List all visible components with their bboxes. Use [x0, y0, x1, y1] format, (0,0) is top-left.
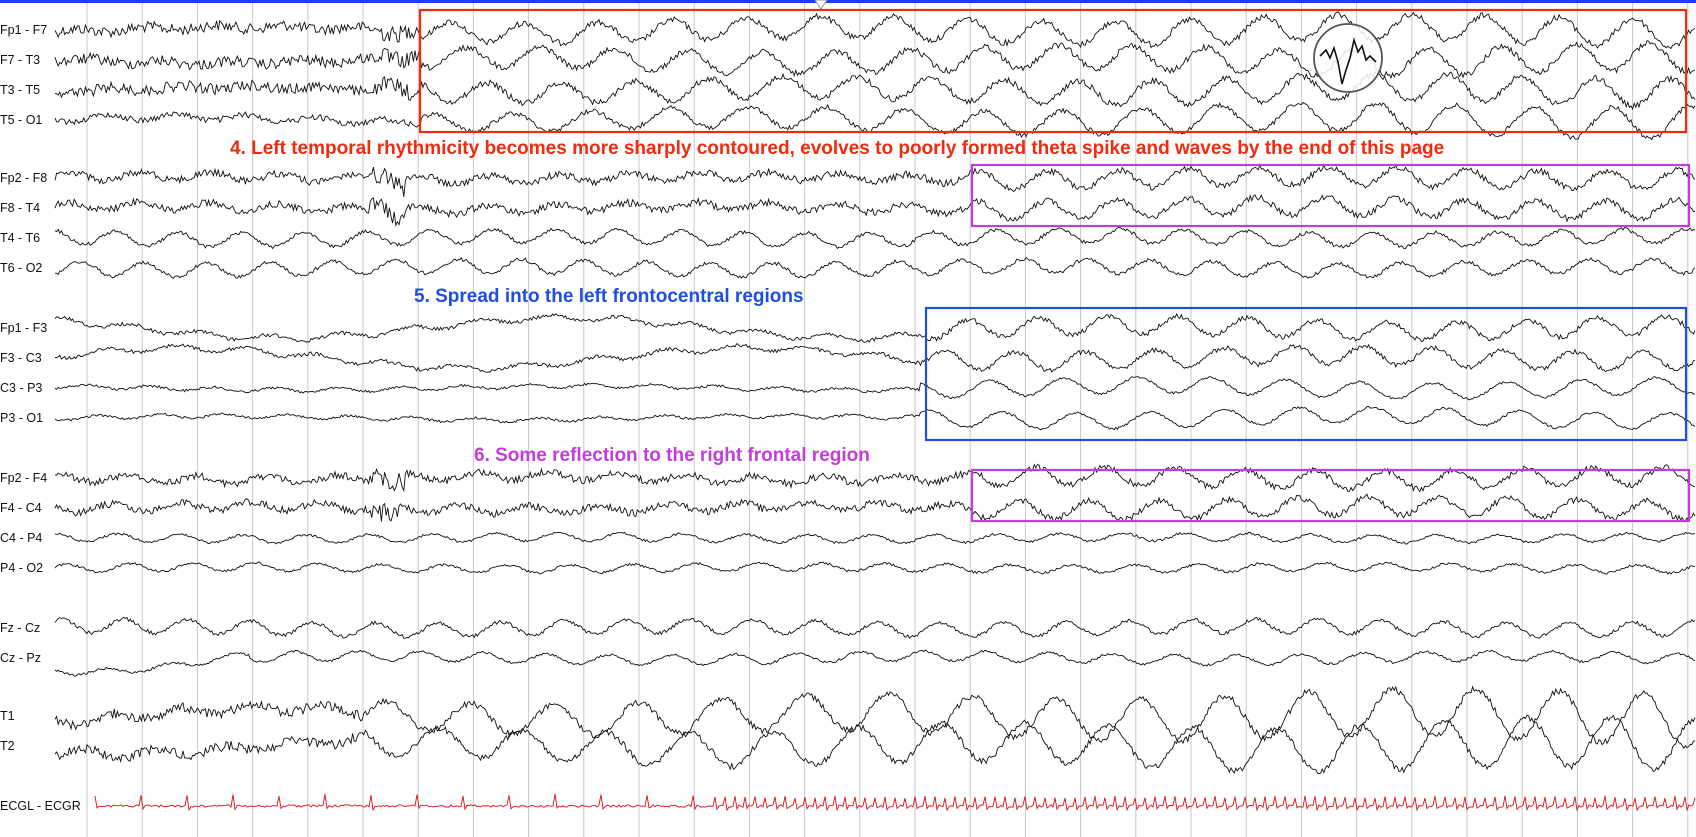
- eeg-trace: [54, 493, 1696, 523]
- highlight-boxes: [418, 8, 1691, 523]
- channel-label: F7 - T3: [0, 53, 40, 67]
- channel-label: Fp1 - F7: [0, 23, 47, 37]
- channel-label: F8 - T4: [0, 201, 40, 215]
- eeg-trace: [54, 616, 1696, 639]
- eeg-trace: [54, 405, 1696, 431]
- channel-label: P3 - O1: [0, 411, 43, 425]
- channel-label: Fp2 - F8: [0, 171, 47, 185]
- page-cursor-marker-icon[interactable]: [814, 0, 828, 10]
- channel-label: C4 - P4: [0, 531, 42, 545]
- eeg-trace: [54, 312, 1696, 343]
- eeg-trace: [54, 376, 1696, 401]
- channel-labels: Fp1 - F7 F7 - T3 T3 - T5 T5 - O1 Fp2 - F8 F8 …: [0, 23, 81, 813]
- channel-label: ECGL - ECGR: [0, 799, 81, 813]
- eeg-trace: [54, 463, 1696, 493]
- channel-label: T4 - T6: [0, 231, 40, 245]
- eeg-traces: [54, 11, 1696, 812]
- time-gridlines: [86, 3, 1689, 837]
- annotation-right-frontal: 6. Some reflection to the right frontal …: [474, 445, 870, 466]
- right-temporal-box: [970, 163, 1691, 228]
- channel-label: F4 - C4: [0, 501, 42, 515]
- channel-label: Fp2 - F4: [0, 471, 47, 485]
- top-timeline-bar[interactable]: [0, 0, 1696, 3]
- left-temporal-box: [418, 8, 1688, 134]
- channel-label: T6 - O2: [0, 261, 42, 275]
- left-frontocentral-box: [924, 306, 1688, 442]
- channel-label: Fz - Cz: [0, 621, 40, 635]
- channel-label: T5 - O1: [0, 113, 42, 127]
- channel-label: Fp1 - F3: [0, 321, 47, 335]
- eeg-trace: [54, 11, 1696, 50]
- channel-label: Cz - Pz: [0, 651, 41, 665]
- eeg-trace: [54, 649, 1696, 677]
- annotation-left-frontocentral: 5. Spread into the left frontocentral re…: [414, 286, 804, 307]
- eeg-trace: [54, 561, 1696, 575]
- annotation-texts: 4. Left temporal rhythmicity becomes mor…: [230, 138, 1444, 466]
- eeg-trace: [54, 685, 1696, 750]
- channel-label: T2: [0, 739, 15, 753]
- eeg-trace: [54, 163, 1696, 197]
- eeg-trace: [54, 71, 1696, 111]
- eeg-trace: [54, 226, 1696, 250]
- eeg-trace: [94, 793, 1696, 812]
- eeg-trace: [54, 343, 1696, 373]
- channel-label: F3 - C3: [0, 351, 42, 365]
- channel-label: C3 - P3: [0, 381, 42, 395]
- channel-label: P4 - O2: [0, 561, 43, 575]
- eeg-trace: [54, 531, 1696, 545]
- channel-label: T1: [0, 709, 15, 723]
- eeg-trace: [54, 101, 1696, 141]
- annotation-left-temporal: 4. Left temporal rhythmicity becomes mor…: [230, 138, 1444, 159]
- magnified-spike-wave-lens-icon: [1313, 23, 1383, 93]
- eeg-trace: [54, 714, 1696, 775]
- eeg-trace: [54, 256, 1696, 280]
- right-frontal-box: [970, 468, 1691, 523]
- eeg-trace: [54, 194, 1696, 227]
- eeg-trace: [54, 40, 1696, 80]
- channel-label: T3 - T5: [0, 83, 40, 97]
